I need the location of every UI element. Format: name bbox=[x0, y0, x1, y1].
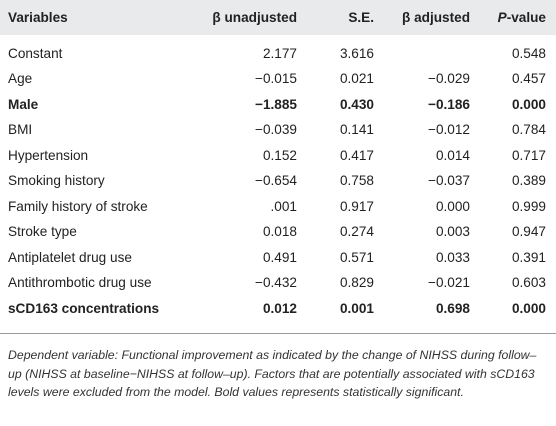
cell-p-value: 0.391 bbox=[511, 249, 546, 265]
cell-p-value: 0.457 bbox=[511, 71, 546, 87]
cell-beta-unadjusted: 0.012 bbox=[262, 300, 297, 316]
cell-se: 0.274 bbox=[339, 224, 374, 240]
cell-p-value: 0.784 bbox=[511, 122, 546, 138]
cell-beta-unadjusted: 0.152 bbox=[262, 147, 297, 163]
header-variables: Variables bbox=[8, 10, 68, 25]
cell-beta-unadjusted: −0.039 bbox=[255, 122, 297, 138]
cell-beta-unadjusted: .001 bbox=[270, 198, 297, 214]
header-beta-adjusted: β adjusted bbox=[402, 10, 470, 25]
table-row: Antiplatelet drug use 0.491 0.571 0.033 0.39… bbox=[0, 245, 556, 271]
table-header-row: Variables β unadjusted S.E. β adjusted P… bbox=[0, 0, 556, 35]
cell-se: 0.021 bbox=[339, 71, 374, 87]
cell-beta-adjusted: −0.021 bbox=[428, 275, 470, 291]
header-beta-unadjusted: β unadjusted bbox=[212, 10, 297, 25]
cell-p-value: 0.603 bbox=[511, 275, 546, 291]
cell-beta-unadjusted: −1.885 bbox=[255, 96, 297, 112]
cell-p-value: 0.717 bbox=[511, 147, 546, 163]
cell-p-value: 0.947 bbox=[511, 224, 546, 240]
cell-se: 0.917 bbox=[339, 198, 374, 214]
cell-beta-adjusted: 0.003 bbox=[435, 224, 470, 240]
cell-variable: Stroke type bbox=[8, 224, 77, 240]
table-bottom-rule bbox=[0, 333, 556, 334]
header-p-value: P-value bbox=[480, 0, 556, 35]
table-row: BMI −0.039 0.141 −0.012 0.784 bbox=[0, 117, 556, 143]
cell-beta-adjusted: 0.000 bbox=[435, 198, 470, 214]
cell-variable: Smoking history bbox=[8, 173, 105, 189]
cell-variable: sCD163 concentrations bbox=[8, 300, 160, 316]
cell-variable: BMI bbox=[8, 122, 33, 138]
table-header-background bbox=[0, 0, 556, 35]
table-row: Constant 2.177 3.616 0.548 bbox=[0, 35, 556, 66]
header-p-value-suffix: -value bbox=[506, 10, 546, 25]
cell-beta-unadjusted: −0.015 bbox=[255, 71, 297, 87]
cell-variable: Antithrombotic drug use bbox=[8, 275, 152, 291]
cell-beta-adjusted: −0.029 bbox=[428, 71, 470, 87]
cell-beta-unadjusted: 0.018 bbox=[262, 224, 297, 240]
cell-se: 0.001 bbox=[339, 300, 374, 316]
cell-variable: Male bbox=[8, 96, 39, 112]
cell-beta-adjusted: 0.033 bbox=[435, 249, 470, 265]
cell-beta-adjusted bbox=[384, 35, 480, 66]
cell-variable: Antiplatelet drug use bbox=[8, 249, 132, 265]
cell-se: 0.829 bbox=[339, 275, 374, 291]
cell-se: 0.141 bbox=[339, 122, 374, 138]
cell-se: 0.430 bbox=[339, 96, 374, 112]
table-body: Constant 2.177 3.616 0.548 Age −0.015 0.021 −0.… bbox=[0, 35, 556, 321]
cell-variable: Family history of stroke bbox=[8, 198, 148, 214]
cell-p-value: 0.999 bbox=[511, 198, 546, 214]
table-row: Hypertension 0.152 0.417 0.014 0.717 bbox=[0, 143, 556, 169]
table-row: Antithrombotic drug use −0.432 0.829 −0.021… bbox=[0, 270, 556, 296]
table-row: Male −1.885 0.430 −0.186 0.000 bbox=[0, 92, 556, 118]
cell-p-value: 0.548 bbox=[511, 46, 546, 61]
cell-beta-unadjusted: 2.177 bbox=[262, 46, 297, 61]
cell-p-value: 0.000 bbox=[511, 96, 546, 112]
cell-se: 0.571 bbox=[339, 249, 374, 265]
cell-variable: Constant bbox=[8, 46, 63, 61]
cell-beta-adjusted: −0.012 bbox=[428, 122, 470, 138]
table-footnote: Dependent variable: Functional improveme… bbox=[8, 348, 537, 399]
cell-p-value: 0.389 bbox=[511, 173, 546, 189]
cell-beta-adjusted: −0.037 bbox=[428, 173, 470, 189]
cell-variable: Age bbox=[8, 71, 33, 87]
cell-se: 0.758 bbox=[339, 173, 374, 189]
cell-variable: Hypertension bbox=[8, 147, 89, 163]
table-row: Stroke type 0.018 0.274 0.003 0.947 bbox=[0, 219, 556, 245]
header-se: S.E. bbox=[348, 10, 374, 25]
cell-beta-unadjusted: 0.491 bbox=[262, 249, 297, 265]
header-p-value-italic: P bbox=[497, 10, 507, 25]
table-row: Smoking history −0.654 0.758 −0.037 0.389 bbox=[0, 168, 556, 194]
regression-table: Variables β unadjusted S.E. β adjusted P… bbox=[0, 0, 556, 321]
cell-beta-unadjusted: −0.432 bbox=[255, 275, 297, 291]
table-row: Age −0.015 0.021 −0.029 0.457 bbox=[0, 66, 556, 92]
table-row: sCD163 concentrations 0.012 0.001 0.698 0.00… bbox=[0, 296, 556, 322]
cell-beta-adjusted: 0.698 bbox=[435, 300, 470, 316]
cell-beta-adjusted: −0.186 bbox=[428, 96, 470, 112]
cell-beta-adjusted: 0.014 bbox=[435, 147, 470, 163]
cell-se: 0.417 bbox=[339, 147, 374, 163]
cell-p-value: 0.000 bbox=[511, 300, 546, 316]
cell-se: 3.616 bbox=[339, 46, 374, 61]
table-row: Family history of stroke .001 0.917 0.000 0.… bbox=[0, 194, 556, 220]
cell-beta-unadjusted: −0.654 bbox=[255, 173, 297, 189]
